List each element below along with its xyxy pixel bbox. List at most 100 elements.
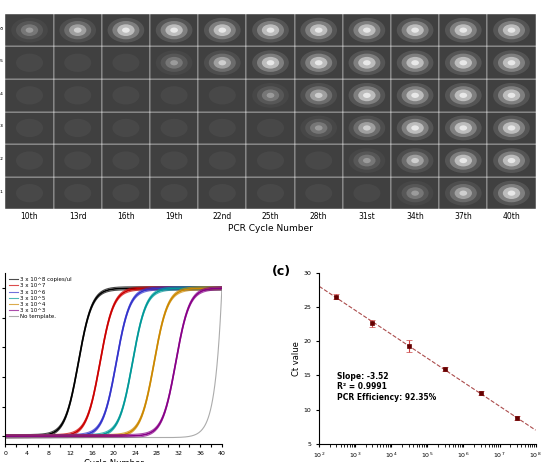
Bar [246, 177, 295, 209]
3 x 10^7 [159, 287, 165, 292]
Circle shape [507, 158, 516, 163]
3 x 10^7 [219, 287, 225, 292]
Circle shape [16, 152, 43, 170]
Circle shape [209, 86, 236, 104]
Circle shape [401, 184, 428, 202]
Circle shape [503, 57, 520, 69]
Line: 3 x 10^5: 3 x 10^5 [5, 290, 222, 438]
Circle shape [161, 152, 188, 170]
3 x 10^5 [159, 289, 165, 294]
Circle shape [397, 18, 433, 43]
Circle shape [454, 155, 472, 166]
Circle shape [493, 83, 530, 108]
Circle shape [493, 181, 530, 206]
Bar [54, 177, 102, 209]
Circle shape [262, 24, 279, 36]
3 x 10^3 [72, 435, 79, 440]
Circle shape [498, 152, 525, 170]
Bar [102, 112, 150, 144]
Circle shape [315, 125, 322, 131]
3 x 10^6 [159, 287, 165, 292]
Circle shape [445, 50, 481, 75]
3 x 10^5 [160, 289, 166, 294]
Circle shape [358, 155, 375, 166]
Circle shape [503, 122, 520, 134]
Bar [439, 177, 487, 209]
3 x 10^5 [88, 434, 94, 440]
Circle shape [170, 28, 178, 33]
Circle shape [353, 152, 380, 170]
Circle shape [11, 18, 48, 43]
Circle shape [214, 57, 231, 69]
Bar [487, 14, 536, 47]
Bar [5, 112, 54, 144]
Bar [246, 112, 295, 144]
Circle shape [358, 57, 375, 69]
3 x 10^4 [159, 324, 165, 329]
Circle shape [69, 24, 87, 36]
Bar [198, 144, 246, 177]
Circle shape [214, 24, 231, 36]
Y-axis label: Ct value: Ct value [292, 341, 301, 376]
Circle shape [445, 181, 481, 206]
Circle shape [315, 60, 322, 65]
No template. [72, 435, 79, 440]
3 x 10^4 [28, 435, 35, 440]
Circle shape [219, 28, 226, 33]
No template. [28, 435, 35, 440]
Circle shape [300, 18, 337, 43]
Bar [198, 177, 246, 209]
Circle shape [406, 90, 424, 101]
Bar [295, 177, 343, 209]
3 x 10^3 [2, 435, 9, 440]
Circle shape [450, 54, 477, 72]
Circle shape [454, 122, 472, 134]
Circle shape [209, 119, 236, 137]
Bar [150, 47, 198, 79]
Circle shape [113, 184, 140, 202]
3 x 10^4 [219, 287, 225, 292]
Circle shape [113, 21, 140, 39]
Bar [150, 177, 198, 209]
Circle shape [450, 21, 477, 39]
Circle shape [507, 125, 516, 131]
3 x 10^5 [72, 435, 79, 440]
Circle shape [257, 184, 284, 202]
Bar [295, 112, 343, 144]
Circle shape [161, 54, 188, 72]
Bar [391, 144, 439, 177]
3 x 10^4 [160, 320, 166, 325]
Circle shape [353, 119, 380, 137]
Circle shape [353, 21, 380, 39]
Bar [391, 177, 439, 209]
Bar [439, 79, 487, 112]
Circle shape [122, 28, 130, 33]
Bar [246, 14, 295, 47]
3 x 10^8 copies/ul [72, 375, 79, 380]
Circle shape [503, 90, 520, 101]
3 x 10^3 [160, 416, 166, 422]
Bar [5, 14, 54, 47]
Bar [343, 47, 391, 79]
Circle shape [113, 119, 140, 137]
Circle shape [267, 93, 274, 98]
Circle shape [397, 50, 433, 75]
Circle shape [300, 83, 337, 108]
Bar [295, 14, 343, 47]
3 x 10^8 copies/ul [88, 307, 94, 312]
Circle shape [450, 184, 477, 202]
Circle shape [315, 93, 322, 98]
Circle shape [156, 18, 193, 43]
No template. [159, 435, 165, 440]
Circle shape [445, 18, 481, 43]
Circle shape [257, 54, 284, 72]
Circle shape [363, 158, 371, 163]
Circle shape [204, 18, 241, 43]
Circle shape [64, 86, 91, 104]
Circle shape [64, 152, 91, 170]
Circle shape [60, 18, 96, 43]
Bar [487, 112, 536, 144]
X-axis label: PCR Cycle Number: PCR Cycle Number [228, 224, 313, 233]
Line: 3 x 10^7: 3 x 10^7 [5, 290, 222, 438]
3 x 10^8 copies/ul [159, 287, 165, 292]
